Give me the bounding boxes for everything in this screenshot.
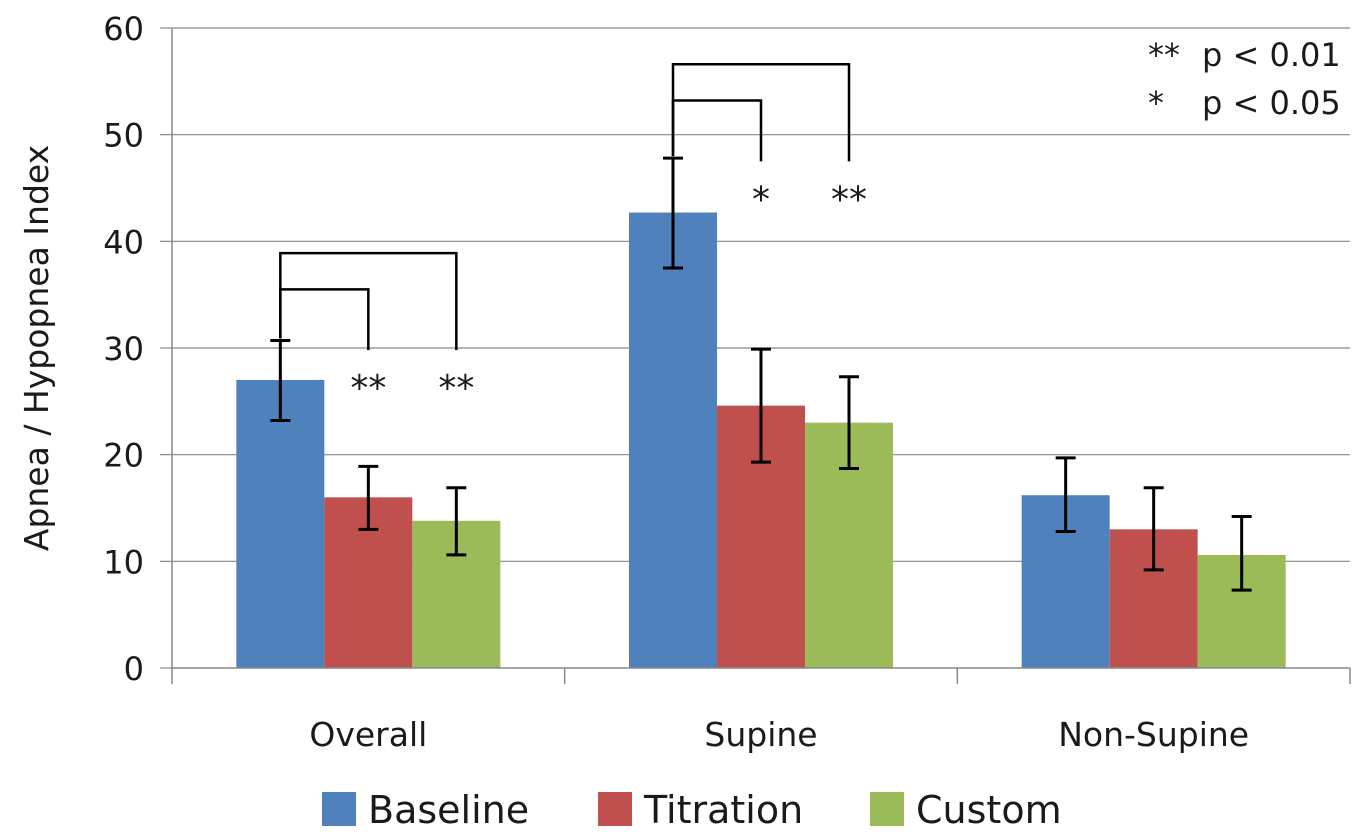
legend-label: Custom [916, 788, 1062, 832]
significance-bracket: ** [671, 63, 867, 220]
key-text: p < 0.05 [1202, 84, 1341, 122]
error-bar [270, 339, 291, 423]
bracket-line [279, 251, 458, 351]
bracket-line [279, 288, 370, 351]
bar-baseline [629, 212, 717, 669]
key-symbol: ** [1148, 36, 1180, 74]
key-text: p < 0.01 [1202, 36, 1341, 74]
x-tick-label: Non-Supine [1058, 715, 1249, 754]
y-tick-label: 60 [103, 10, 144, 48]
bar-baseline [236, 380, 325, 668]
error-bar [358, 464, 379, 531]
significance-marker: * [752, 179, 770, 220]
legend: Baseline Titration Custom [322, 788, 1062, 832]
significance-brackets: ** *** ** [279, 63, 867, 409]
error-bars [270, 156, 1252, 592]
legend-swatch [870, 792, 904, 826]
error-bar [1143, 486, 1164, 572]
y-tick-label: 40 [103, 223, 144, 261]
error-bar [446, 486, 467, 557]
error-bar [1055, 456, 1076, 533]
legend-item-custom: Custom [870, 788, 1062, 832]
legend-swatch [322, 792, 356, 826]
significance-marker: ** [831, 179, 867, 220]
significance-bracket: * [671, 99, 770, 220]
y-axis-label: Apnea / Hypopnea Index [17, 145, 56, 551]
y-tick-label: 0 [124, 650, 144, 688]
y-tick-label: 30 [103, 330, 144, 368]
error-bar [1231, 515, 1252, 592]
y-tick-label: 50 [103, 117, 144, 155]
bracket-line [671, 63, 851, 162]
y-tick-label: 20 [103, 437, 144, 475]
key-symbol: * [1148, 84, 1164, 122]
error-bar [751, 347, 771, 464]
error-bar [839, 375, 859, 471]
legend-label: Titration [643, 788, 803, 832]
axes: 0 10 20 30 40 50 60 Overall Supine Non-Supine Apne… [17, 10, 1351, 754]
error-bar [663, 156, 683, 270]
legend-label: Baseline [368, 788, 529, 832]
legend-item-titration: Titration [598, 788, 803, 832]
x-tick-label: Overall [309, 715, 427, 754]
bracket-line [671, 99, 763, 162]
legend-item-baseline: Baseline [322, 788, 529, 832]
bars [236, 212, 1286, 669]
significance-marker: ** [438, 368, 474, 409]
significance-marker: ** [350, 368, 386, 409]
y-tick-label: 10 [103, 543, 144, 581]
x-tick-label: Supine [704, 715, 817, 754]
significance-key: ** p < 0.01 * p < 0.05 [1148, 36, 1341, 122]
significance-bracket: ** [279, 251, 474, 409]
legend-swatch [598, 792, 632, 826]
